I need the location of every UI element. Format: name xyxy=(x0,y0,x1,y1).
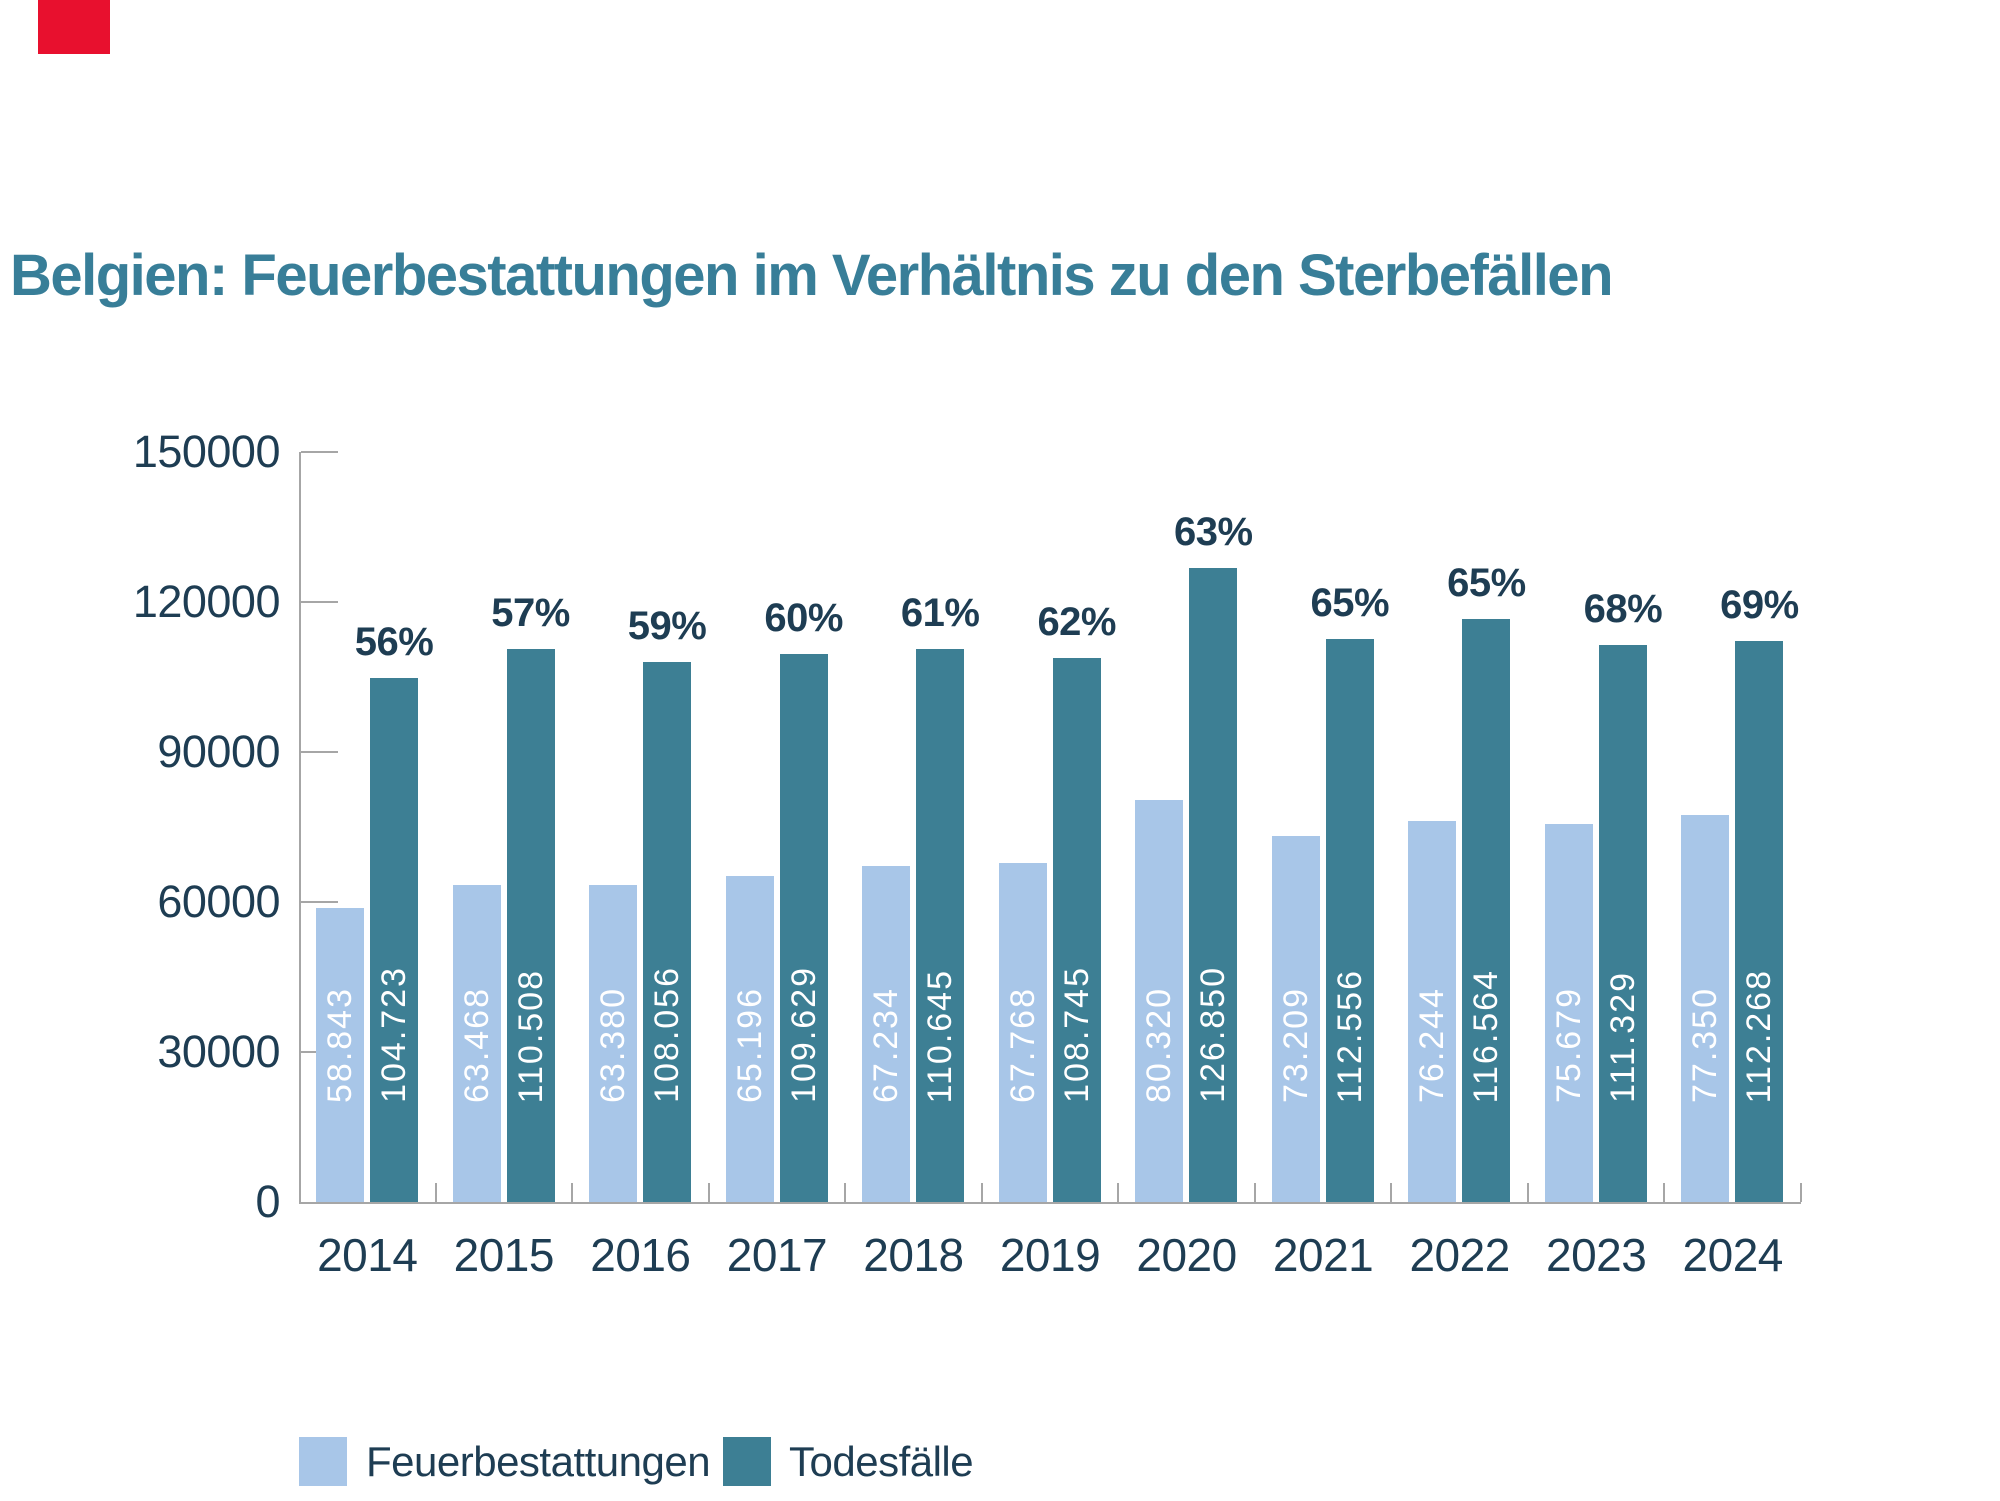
x-tick-mark xyxy=(1117,1183,1120,1202)
x-tick-mark xyxy=(1253,1183,1256,1202)
bar-todesfaelle-2017 xyxy=(779,654,828,1202)
bar-value-label-todesfaelle: 111.329 xyxy=(1603,971,1642,1103)
legend-label-feuerbestattungen: Feuerbestattungen xyxy=(366,1438,711,1485)
x-tick-label: 2019 xyxy=(999,1229,1101,1281)
x-axis-line xyxy=(299,1202,1801,1204)
bar-todesfaelle-2020 xyxy=(1189,568,1238,1202)
percent-label: 68% xyxy=(1583,587,1663,631)
percent-label: 63% xyxy=(1173,510,1253,554)
x-tick-mark xyxy=(1390,1183,1393,1202)
bar-value-label-feuerbestattungen: 75.679 xyxy=(1549,987,1588,1103)
bar-todesfaelle-2014 xyxy=(370,678,418,1202)
bar-value-label-todesfaelle: 126.850 xyxy=(1194,966,1233,1103)
percent-label: 56% xyxy=(354,620,434,664)
x-tick-label: 2018 xyxy=(863,1229,964,1281)
bar-value-label-feuerbestattungen: 76.244 xyxy=(1413,987,1452,1103)
percent-label: 69% xyxy=(1720,583,1799,627)
x-tick-label: 2024 xyxy=(1682,1229,1784,1281)
percent-label: 62% xyxy=(1037,600,1116,644)
x-tick-mark xyxy=(844,1183,847,1202)
x-tick-label: 2023 xyxy=(1546,1229,1647,1281)
y-tick-mark xyxy=(301,451,338,453)
x-tick-mark xyxy=(571,1183,574,1202)
bar-todesfaelle-2024 xyxy=(1735,641,1784,1202)
percent-label: 65% xyxy=(1447,561,1526,605)
bar-value-label-todesfaelle: 110.508 xyxy=(511,968,550,1103)
x-tick-label: 2021 xyxy=(1272,1229,1374,1281)
legend-label-todesfaelle: Todesfälle xyxy=(789,1438,974,1485)
percent-label: 57% xyxy=(491,591,570,635)
bar-value-label-feuerbestattungen: 80.320 xyxy=(1140,987,1179,1103)
y-tick-label: 60000 xyxy=(157,876,280,927)
bar-feuerbestattungen-2024 xyxy=(1681,815,1730,1202)
bar-todesfaelle-2015 xyxy=(506,649,555,1202)
x-tick-mark xyxy=(434,1183,437,1202)
bar-todesfaelle-2022 xyxy=(1462,619,1511,1202)
percent-label: 60% xyxy=(764,596,843,640)
x-tick-label: 2020 xyxy=(1136,1229,1237,1281)
bar-feuerbestattungen-2017 xyxy=(725,876,774,1202)
bar-feuerbestattungen-2023 xyxy=(1544,824,1593,1202)
y-tick-mark xyxy=(301,601,338,603)
bar-value-label-todesfaelle: 112.556 xyxy=(1330,968,1369,1103)
x-tick-label: 2015 xyxy=(453,1229,555,1281)
percent-label: 61% xyxy=(900,591,980,635)
bar-value-label-feuerbestattungen: 63.468 xyxy=(457,987,496,1103)
x-tick-label: 2017 xyxy=(726,1229,828,1281)
bar-feuerbestattungen-2022 xyxy=(1408,821,1457,1202)
bar-feuerbestattungen-2016 xyxy=(589,885,638,1202)
bar-feuerbestattungen-2020 xyxy=(1135,800,1184,1202)
red-marker xyxy=(38,0,110,54)
bar-feuerbestattungen-2019 xyxy=(998,863,1047,1202)
y-tick-mark xyxy=(301,751,338,753)
bar-feuerbestattungen-2021 xyxy=(1271,836,1320,1202)
bar-todesfaelle-2023 xyxy=(1598,645,1647,1202)
x-tick-mark xyxy=(1800,1183,1802,1202)
x-tick-label: 2022 xyxy=(1409,1229,1510,1281)
y-tick-label: 150000 xyxy=(132,426,281,477)
bar-todesfaelle-2018 xyxy=(916,649,965,1202)
page-title: Belgien: Feuerbestattungen im Verhältnis… xyxy=(10,243,1614,308)
bar-value-label-todesfaelle: 109.629 xyxy=(784,966,823,1103)
percent-label: 59% xyxy=(627,604,707,648)
y-axis-line xyxy=(299,452,301,1204)
x-tick-label: 2014 xyxy=(317,1229,418,1281)
bar-value-label-feuerbestattungen: 65.196 xyxy=(730,987,769,1103)
bar-value-label-todesfaelle: 108.745 xyxy=(1057,966,1096,1103)
bar-value-label-feuerbestattungen: 63.380 xyxy=(594,987,633,1103)
bar-value-label-todesfaelle: 104.723 xyxy=(375,966,413,1103)
y-tick-label: 120000 xyxy=(132,576,281,627)
x-tick-mark xyxy=(1526,1183,1529,1202)
y-tick-mark xyxy=(301,901,338,903)
bar-value-label-feuerbestattungen: 77.350 xyxy=(1686,987,1725,1103)
y-tick-label: 90000 xyxy=(157,726,280,777)
bar-todesfaelle-2019 xyxy=(1052,658,1101,1202)
x-tick-mark xyxy=(1663,1183,1666,1202)
y-tick-label: 0 xyxy=(255,1176,280,1227)
bar-value-label-feuerbestattungen: 73.209 xyxy=(1276,987,1315,1103)
bar-feuerbestattungen-2018 xyxy=(862,866,911,1202)
bar-value-label-todesfaelle: 116.564 xyxy=(1467,968,1506,1103)
y-tick-label: 30000 xyxy=(157,1026,280,1077)
x-tick-mark xyxy=(980,1183,983,1202)
bar-feuerbestattungen-2014 xyxy=(316,908,364,1202)
x-tick-mark xyxy=(707,1183,710,1202)
bar-value-label-feuerbestattungen: 67.768 xyxy=(1003,987,1042,1103)
percent-label: 65% xyxy=(1310,581,1390,625)
bar-value-label-feuerbestattungen: 58.843 xyxy=(321,987,359,1103)
legend: Feuerbestattungen Todesfälle xyxy=(0,1437,2000,1489)
bar-todesfaelle-2021 xyxy=(1325,639,1374,1202)
bar-value-label-todesfaelle: 112.268 xyxy=(1740,968,1779,1103)
bar-feuerbestattungen-2015 xyxy=(452,885,501,1202)
x-tick-label: 2016 xyxy=(590,1229,691,1281)
bar-value-label-todesfaelle: 108.056 xyxy=(648,966,687,1103)
bar-value-label-feuerbestattungen: 67.234 xyxy=(867,987,906,1103)
legend-swatch-todesfaelle xyxy=(723,1437,771,1486)
legend-swatch-feuerbestattungen xyxy=(299,1437,347,1486)
bar-todesfaelle-2016 xyxy=(643,662,692,1202)
bar-value-label-todesfaelle: 110.645 xyxy=(921,968,960,1103)
